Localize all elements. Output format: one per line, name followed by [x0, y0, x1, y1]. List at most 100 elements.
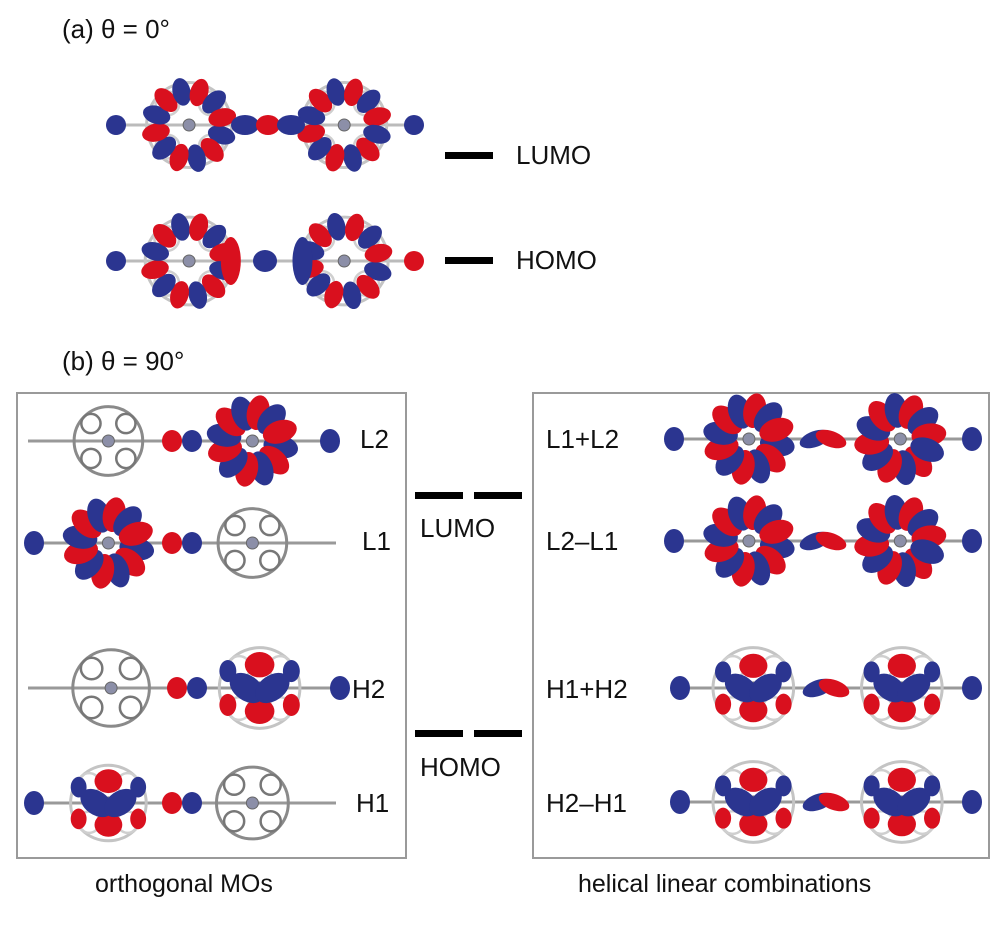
- label-l1: L1: [362, 526, 391, 556]
- metal-atom: [893, 534, 907, 548]
- label-l1-plus-l2: L1+L2: [546, 424, 620, 454]
- energy-level-a-homo: [445, 257, 493, 264]
- orbital-lobe: [818, 792, 850, 812]
- pyrrole-ring: [222, 809, 246, 833]
- orbital-lobe: [924, 693, 941, 715]
- orbital-lobe: [277, 115, 305, 135]
- orbital-lobe: [962, 529, 982, 553]
- pyrrole-ring: [118, 695, 143, 720]
- orbital-lobe: [142, 105, 171, 125]
- orbital-lobe: [142, 123, 170, 142]
- orbital-lobe: [162, 792, 182, 814]
- orbital-lobe: [749, 787, 782, 817]
- orbital-lobe: [70, 776, 87, 798]
- orbital-lobe: [94, 812, 123, 837]
- orbital-lobe: [356, 89, 381, 114]
- orbital-lobe: [70, 808, 87, 830]
- orbital-lobe: [759, 417, 794, 442]
- metal-atom: [245, 434, 259, 448]
- orbital-lobe: [104, 788, 137, 818]
- orbital-lobe: [345, 213, 365, 242]
- label-h1-plus-h2: H1+H2: [546, 674, 628, 704]
- orbital-lobe: [167, 677, 187, 699]
- metal-atom: [337, 254, 351, 268]
- porphyrin-skeleton: [860, 646, 944, 730]
- orbital-lobe: [253, 250, 277, 272]
- orbital-lobe: [171, 213, 190, 241]
- pyrrole-ring: [118, 656, 143, 681]
- orbital-lobe: [220, 237, 241, 285]
- pyrrole-ring: [259, 549, 281, 572]
- orbital-lobe: [244, 652, 275, 678]
- orbital-lobe: [327, 212, 346, 241]
- porphyrin-skeleton: [217, 646, 302, 730]
- energy-level-b-lumo-left: [415, 492, 463, 499]
- orbital-lobe: [330, 676, 350, 700]
- porphyrin-skeleton: [711, 646, 796, 730]
- orbital-lobe: [342, 281, 362, 310]
- pyrrole-ring: [224, 549, 246, 572]
- orbital-lobe: [715, 693, 732, 715]
- orbital-lobe: [189, 78, 209, 107]
- pyrrole-ring: [259, 773, 282, 797]
- orbital-lobe: [297, 123, 326, 143]
- orbital-lobe: [739, 653, 768, 678]
- orbital-h2-minus-h1: [670, 760, 982, 844]
- orbital-lobe: [320, 429, 340, 453]
- label-a-lumo: LUMO: [516, 140, 592, 170]
- orbital-lobe: [188, 281, 208, 309]
- orbital-lobe: [739, 698, 768, 723]
- orbital-lobe: [141, 241, 169, 261]
- orbital-lobe: [715, 807, 732, 829]
- orbital-lobe: [404, 115, 424, 135]
- orbital-lobe: [887, 767, 916, 792]
- pyrrole-ring: [259, 809, 282, 833]
- orbital-lobe: [775, 775, 792, 797]
- metal-atom: [104, 681, 118, 695]
- orbital-lobe: [187, 144, 206, 172]
- energy-level-b-lumo-right: [474, 492, 522, 499]
- pyrrole-ring: [79, 656, 104, 681]
- orbital-lobe: [664, 427, 684, 451]
- orbital-lobe: [202, 90, 226, 114]
- metal-atom: [245, 796, 259, 810]
- orbital-lobe: [863, 807, 880, 829]
- orbital-lobe: [775, 693, 792, 715]
- porphyrin-skeleton: [216, 507, 289, 579]
- energy-level-b-homo-left: [415, 730, 463, 737]
- orbital-lobe: [24, 791, 44, 815]
- orbital-lobe: [363, 124, 391, 144]
- orbital-lobe: [207, 125, 236, 145]
- orbital-lobe: [715, 661, 732, 683]
- metal-atom: [893, 432, 907, 446]
- label-b-lumo: LUMO: [420, 513, 496, 543]
- porphyrin-skeleton: [71, 648, 151, 728]
- orbital-lobe: [282, 660, 300, 683]
- orbital-lobe: [863, 693, 880, 715]
- orbital-lobe: [182, 430, 202, 452]
- label-h1: H1: [356, 788, 390, 818]
- orbital-lobe: [201, 274, 226, 299]
- orbital-lobe: [130, 776, 147, 798]
- label-h2: H2: [352, 674, 386, 704]
- orbital-lobe: [924, 775, 941, 797]
- label-a-homo: HOMO: [516, 245, 597, 275]
- orbital-lobe: [256, 115, 280, 135]
- label-l2: L2: [360, 424, 389, 454]
- orbital-lobe: [169, 143, 189, 172]
- orthogonal-mos-frame: [16, 392, 407, 859]
- orbital-h1: [24, 763, 336, 843]
- energy-level-a-lumo: [445, 152, 493, 159]
- orbital-lobe: [306, 273, 331, 297]
- orbital-lobe: [106, 251, 126, 271]
- pyrrole-ring: [115, 412, 137, 435]
- label-l2-minus-l1: L2–L1: [546, 526, 619, 556]
- orbital-lobe: [219, 660, 237, 683]
- orbital-h1-plus-h2: [670, 646, 982, 730]
- metal-atom: [182, 118, 196, 132]
- orbital-lobe: [664, 529, 684, 553]
- orbital-lobe: [759, 519, 794, 544]
- orbital-lobe: [297, 106, 326, 126]
- orbital-lobe: [863, 775, 880, 797]
- orbital-lobe: [172, 78, 191, 106]
